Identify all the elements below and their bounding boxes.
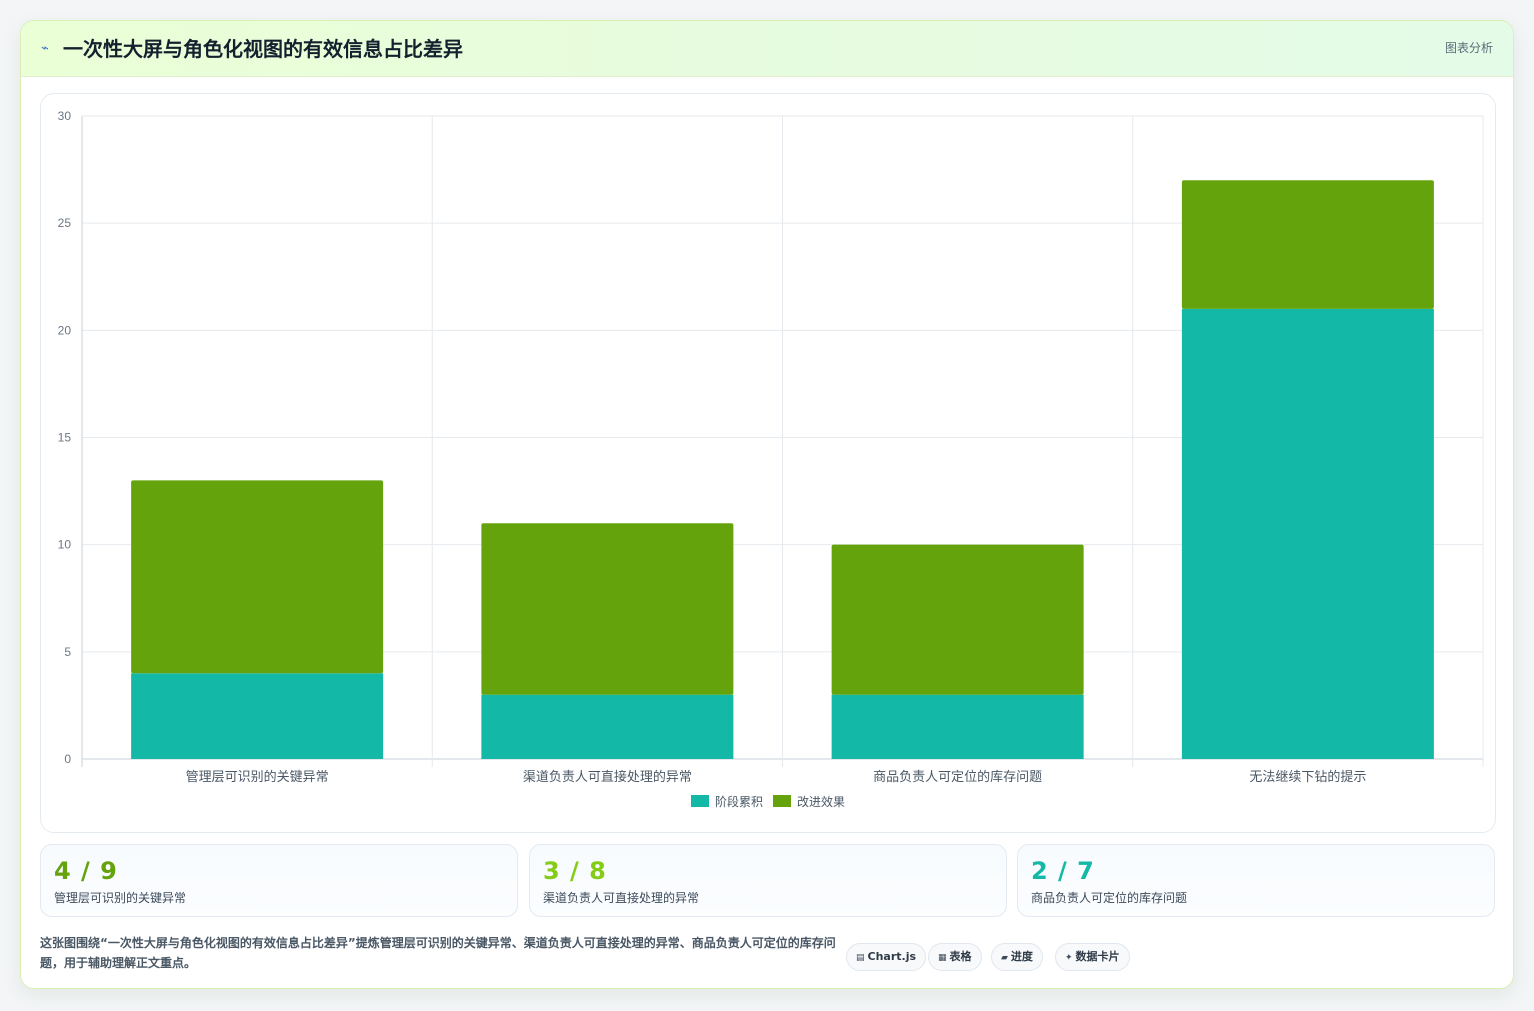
chart-summary: 这张图围绕“一次性大屏与角色化视图的有效信息占比差异”提炼管理层可识别的关键异常… bbox=[40, 936, 836, 970]
y-tick-label: 5 bbox=[64, 645, 71, 659]
chart-analysis-tag: 图表分析 bbox=[1444, 41, 1493, 55]
y-tick-label: 0 bbox=[64, 752, 71, 766]
x-tick-label: 渠道负责人可直接处理的异常 bbox=[523, 769, 692, 785]
chip-table[interactable]: ▦ 表格 bbox=[928, 943, 982, 971]
bar-stage-cumulative bbox=[1181, 308, 1434, 759]
bar-improvement-effect bbox=[481, 523, 734, 695]
stacked-bar-chart: 0 5 10 15 20 25 30 管理层可识别的关键异常 渠道负责人可直接处理的异常 商品负责… bbox=[58, 109, 1484, 809]
stat-label: 渠道负责人可直接处理的异常 bbox=[543, 891, 700, 905]
card-title: 一次性大屏与角色化视图的有效信息占比差异 bbox=[63, 37, 463, 61]
y-tick-label: 20 bbox=[58, 323, 72, 337]
stat-label: 管理层可识别的关键异常 bbox=[54, 891, 187, 905]
bar-stage-cumulative bbox=[831, 694, 1084, 759]
y-tick-label: 10 bbox=[58, 538, 72, 552]
stat-value: 3 / 8 bbox=[543, 857, 607, 885]
x-tick-label: 管理层可识别的关键异常 bbox=[186, 769, 329, 785]
trend-line-icon: ⌁ bbox=[41, 41, 49, 56]
stat-card: 3 / 8 渠道负责人可直接处理的异常 bbox=[529, 844, 1007, 917]
y-tick-label: 30 bbox=[58, 109, 72, 123]
legend-label: 阶段累积 bbox=[715, 794, 763, 809]
progress-icon: ▰ bbox=[1001, 953, 1008, 963]
stat-card: 4 / 9 管理层可识别的关键异常 bbox=[40, 844, 518, 917]
bar-stage-cumulative bbox=[481, 694, 734, 759]
chart-icon: ▤ bbox=[856, 953, 865, 963]
bar-improvement-effect bbox=[831, 544, 1084, 695]
chip-data-card[interactable]: ✦ 数据卡片 bbox=[1055, 943, 1130, 971]
chart-card: ⌁ 一次性大屏与角色化视图的有效信息占比差异 图表分析 0 5 10 15 20 25 30… bbox=[20, 20, 1514, 989]
x-tick-label: 无法继续下钻的提示 bbox=[1249, 769, 1366, 785]
stat-value: 2 / 7 bbox=[1031, 857, 1095, 885]
stat-label: 商品负责人可定位的库存问题 bbox=[1031, 891, 1188, 905]
bar-improvement-effect bbox=[131, 480, 384, 674]
table-icon: ▦ bbox=[938, 953, 947, 963]
bar-stage-cumulative bbox=[131, 673, 384, 759]
legend-label: 改进效果 bbox=[797, 794, 845, 809]
chart-panel: 0 5 10 15 20 25 30 管理层可识别的关键异常 渠道负责人可直接处理的异常 商品负责… bbox=[40, 93, 1496, 833]
legend-swatch bbox=[691, 795, 709, 807]
stat-cards: 4 / 9 管理层可识别的关键异常 3 / 8 渠道负责人可直接处理的异常 2 … bbox=[40, 844, 1496, 917]
y-tick-label: 25 bbox=[58, 216, 72, 230]
legend-swatch bbox=[773, 795, 791, 807]
stat-card: 2 / 7 商品负责人可定位的库存问题 bbox=[1017, 844, 1495, 917]
sparkle-icon: ✦ bbox=[1065, 953, 1073, 963]
y-tick-label: 15 bbox=[58, 431, 72, 445]
stat-value: 4 / 9 bbox=[54, 857, 118, 885]
bar-improvement-effect bbox=[1181, 180, 1434, 309]
chip-progress[interactable]: ▰ 进度 bbox=[991, 943, 1043, 971]
card-header: ⌁ 一次性大屏与角色化视图的有效信息占比差异 图表分析 bbox=[21, 21, 1513, 77]
chip-chartjs[interactable]: ▤ Chart.js bbox=[846, 943, 927, 971]
x-tick-label: 商品负责人可定位的库存问题 bbox=[873, 769, 1042, 785]
